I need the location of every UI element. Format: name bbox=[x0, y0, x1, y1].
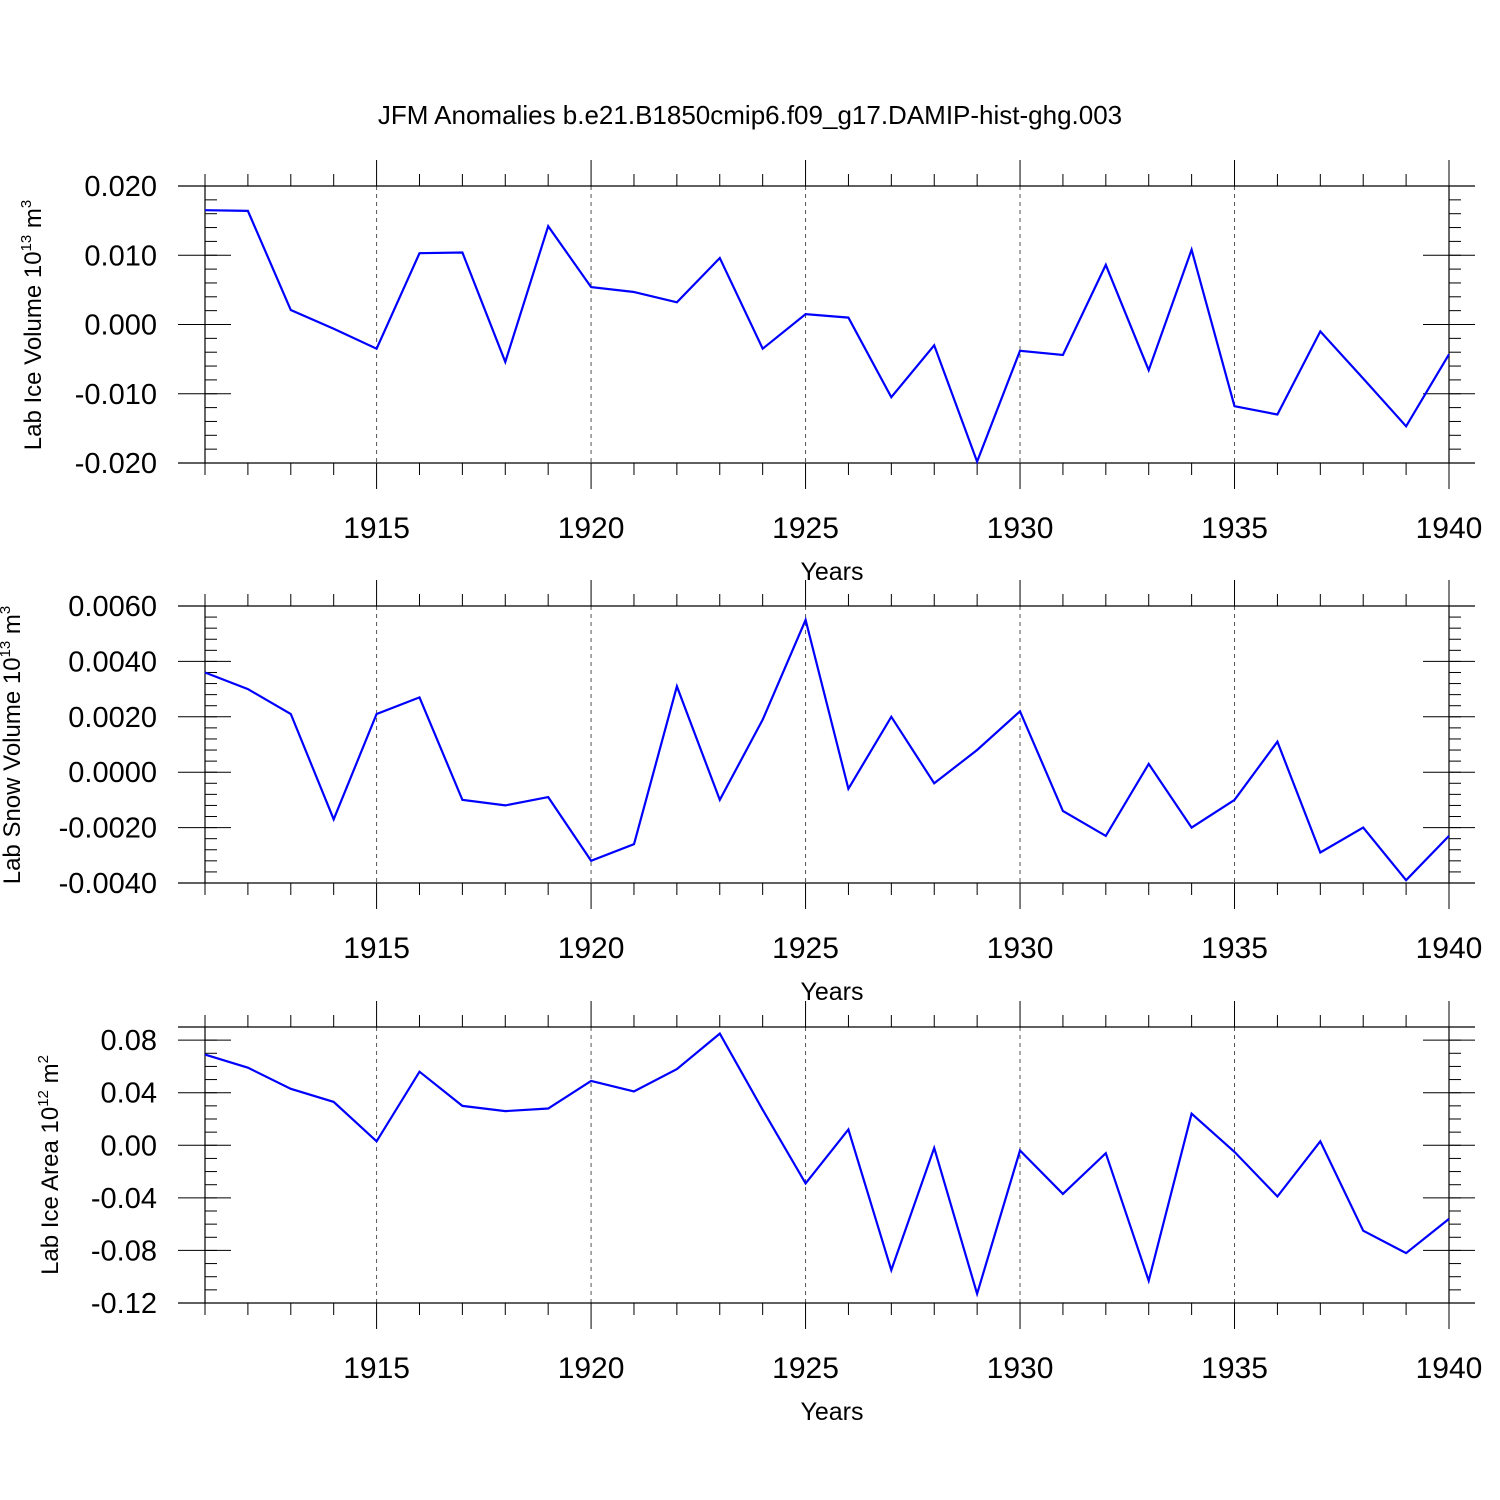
y-tick-label: 0.0000 bbox=[68, 757, 157, 789]
y-axis-label: Lab Snow Volume 1013 m3 bbox=[0, 606, 26, 885]
y-tick-label: -0.020 bbox=[75, 448, 157, 480]
y-tick-label: 0.000 bbox=[84, 310, 157, 342]
ice-volume-panel: 0.020 0.010 0.000 -0.010 -0.020 1915 1920 1925 1… bbox=[18, 160, 1482, 586]
x-tick-label: 1920 bbox=[558, 932, 625, 965]
x-tick-label: 1920 bbox=[558, 512, 625, 545]
y-axis-label: Lab Ice Area 1012 m2 bbox=[35, 1055, 64, 1275]
y-tick-label: 0.010 bbox=[84, 240, 157, 272]
x-tick-label: 1940 bbox=[1416, 932, 1483, 965]
x-tick-label: 1925 bbox=[772, 932, 839, 965]
x-tick-label: 1915 bbox=[343, 512, 410, 545]
y-tick-label: -0.010 bbox=[75, 379, 157, 411]
x-tick-label: 1940 bbox=[1416, 512, 1483, 545]
snow-volume-panel: 0.0060 0.0040 0.0020 0.0000 -0.0020 -0.0040 19… bbox=[0, 580, 1482, 1006]
y-tick-label: -0.04 bbox=[91, 1183, 157, 1215]
y-tick-label: -0.0020 bbox=[59, 813, 157, 845]
data-series-line bbox=[204, 209, 1450, 465]
data-series-line bbox=[204, 1031, 1450, 1298]
chart-title: JFM Anomalies b.e21.B1850cmip6.f09_g17.D… bbox=[378, 100, 1122, 130]
y-tick-label: 0.0060 bbox=[68, 591, 157, 623]
x-axis-label: Years bbox=[800, 558, 863, 586]
y-tick-label: 0.04 bbox=[101, 1078, 157, 1110]
y-tick-label: 0.08 bbox=[101, 1025, 157, 1057]
y-tick-label: -0.0040 bbox=[59, 868, 157, 900]
y-tick-label: -0.12 bbox=[91, 1288, 157, 1320]
x-tick-label: 1925 bbox=[772, 512, 839, 545]
x-tick-label: 1935 bbox=[1201, 512, 1268, 545]
x-tick-label: 1930 bbox=[987, 932, 1054, 965]
x-tick-label: 1925 bbox=[772, 1352, 839, 1385]
y-tick-label: 0.0040 bbox=[68, 646, 157, 678]
x-tick-label: 1935 bbox=[1201, 932, 1268, 965]
x-axis-label: Years bbox=[800, 1398, 863, 1426]
y-tick-label: 0.0020 bbox=[68, 702, 157, 734]
x-axis-label: Years bbox=[800, 978, 863, 1006]
y-axis-label: Lab Ice Volume 1013 m3 bbox=[18, 200, 47, 451]
x-tick-label: 1930 bbox=[987, 512, 1054, 545]
x-tick-label: 1920 bbox=[558, 1352, 625, 1385]
y-tick-label: 0.00 bbox=[101, 1130, 157, 1162]
x-tick-label: 1930 bbox=[987, 1352, 1054, 1385]
x-tick-label: 1915 bbox=[343, 932, 410, 965]
y-tick-label: 0.020 bbox=[84, 171, 157, 203]
y-tick-label: -0.08 bbox=[91, 1235, 157, 1267]
x-tick-label: 1940 bbox=[1416, 1352, 1483, 1385]
data-series-line bbox=[204, 616, 1450, 882]
x-tick-label: 1935 bbox=[1201, 1352, 1268, 1385]
x-tick-label: 1915 bbox=[343, 1352, 410, 1385]
ice-area-panel: 0.08 0.04 0.00 -0.04 -0.08 -0.12 1915 1920 1925 1… bbox=[35, 1001, 1482, 1426]
